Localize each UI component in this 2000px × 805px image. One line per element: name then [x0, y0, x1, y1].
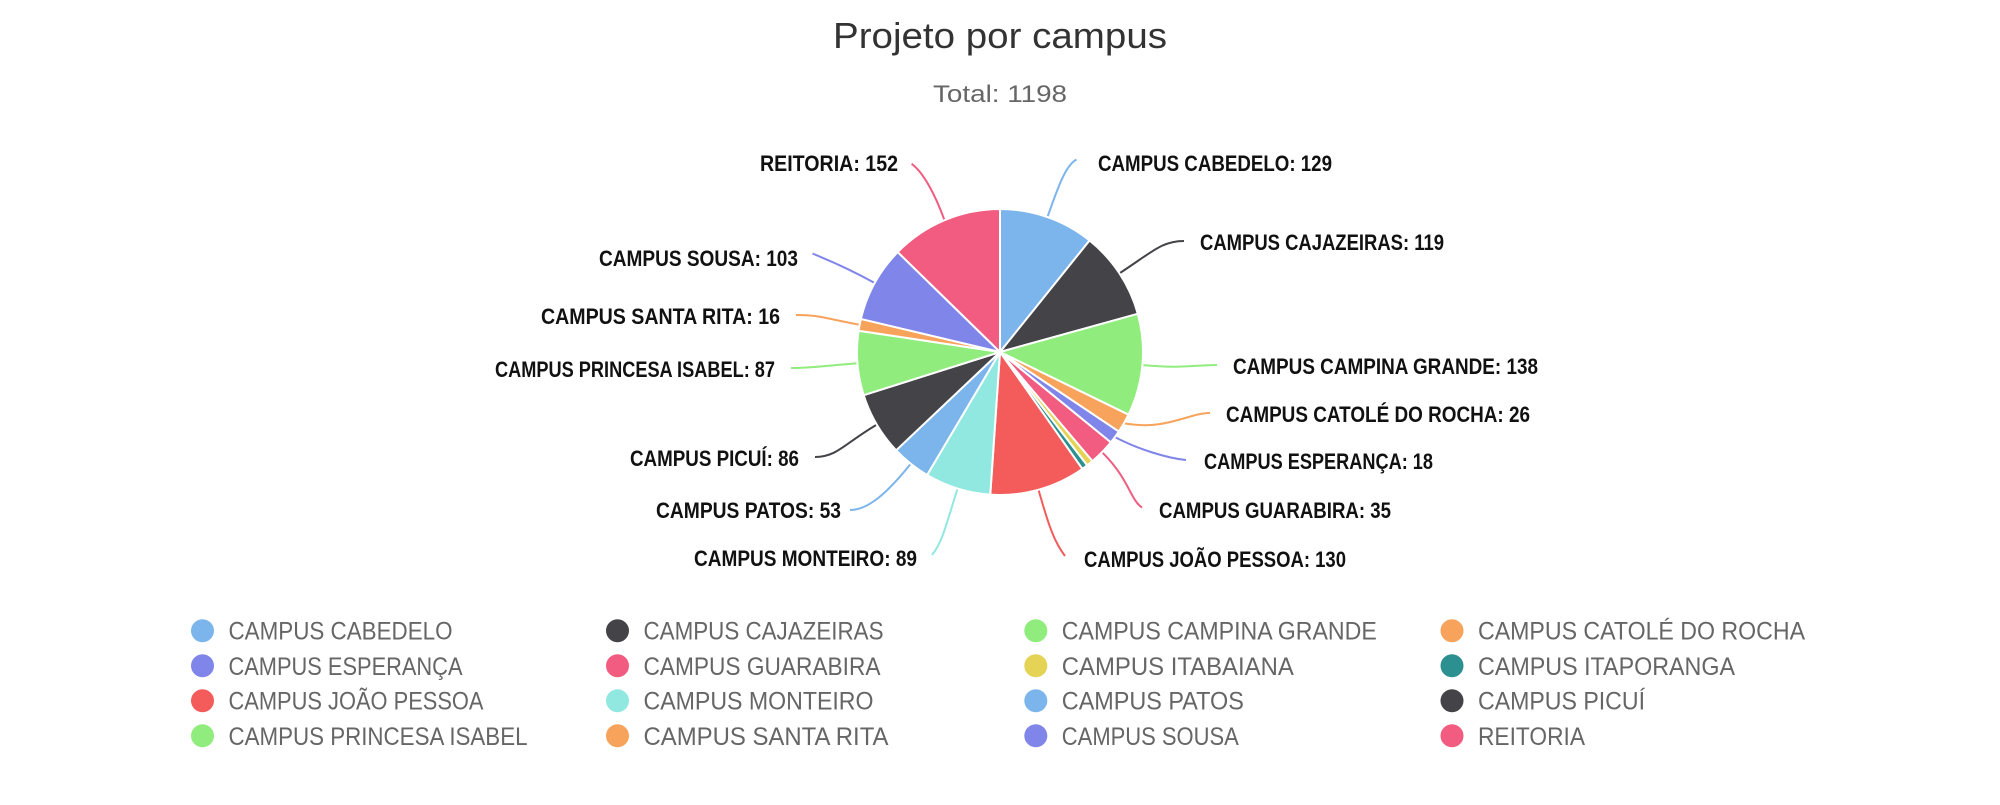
- svg-text:CAMPUS SOUSA: CAMPUS SOUSA: [1062, 723, 1239, 751]
- svg-text:Projeto por campus: Projeto por campus: [833, 15, 1167, 56]
- svg-text:CAMPUS PRINCESA ISABEL: CAMPUS PRINCESA ISABEL: [229, 723, 528, 751]
- svg-text:CAMPUS CABEDELO: 129: CAMPUS CABEDELO: 129: [1098, 151, 1332, 176]
- svg-text:CAMPUS CATOLÉ DO ROCHA: 26: CAMPUS CATOLÉ DO ROCHA: 26: [1226, 402, 1530, 427]
- svg-text:REITORIA: REITORIA: [1478, 723, 1585, 751]
- svg-text:CAMPUS ESPERANÇA: 18: CAMPUS ESPERANÇA: 18: [1204, 449, 1433, 474]
- svg-text:CAMPUS CABEDELO: CAMPUS CABEDELO: [229, 618, 453, 646]
- svg-text:CAMPUS MONTEIRO: 89: CAMPUS MONTEIRO: 89: [694, 546, 917, 571]
- svg-text:CAMPUS SANTA RITA: CAMPUS SANTA RITA: [644, 723, 889, 751]
- svg-text:CAMPUS CAJAZEIRAS: CAMPUS CAJAZEIRAS: [644, 618, 884, 646]
- svg-text:CAMPUS JOÃO PESSOA: 130: CAMPUS JOÃO PESSOA: 130: [1084, 547, 1346, 572]
- svg-text:CAMPUS CAJAZEIRAS: 119: CAMPUS CAJAZEIRAS: 119: [1200, 230, 1444, 255]
- svg-text:CAMPUS SANTA RITA: 16: CAMPUS SANTA RITA: 16: [541, 304, 780, 329]
- svg-text:CAMPUS ESPERANÇA: CAMPUS ESPERANÇA: [229, 653, 463, 681]
- svg-text:CAMPUS GUARABIRA: 35: CAMPUS GUARABIRA: 35: [1159, 498, 1391, 523]
- svg-text:CAMPUS PICUÍ: 86: CAMPUS PICUÍ: 86: [630, 446, 799, 471]
- svg-text:CAMPUS PATOS: 53: CAMPUS PATOS: 53: [656, 498, 841, 523]
- svg-text:CAMPUS ITAPORANGA: CAMPUS ITAPORANGA: [1478, 653, 1735, 681]
- svg-text:CAMPUS GUARABIRA: CAMPUS GUARABIRA: [644, 653, 881, 681]
- svg-text:CAMPUS PATOS: CAMPUS PATOS: [1062, 688, 1244, 716]
- svg-text:CAMPUS CATOLÉ DO ROCHA: CAMPUS CATOLÉ DO ROCHA: [1478, 617, 1805, 646]
- svg-text:CAMPUS MONTEIRO: CAMPUS MONTEIRO: [644, 688, 874, 716]
- svg-text:CAMPUS CAMPINA GRANDE: 138: CAMPUS CAMPINA GRANDE: 138: [1233, 354, 1538, 379]
- svg-text:CAMPUS ITABAIANA: CAMPUS ITABAIANA: [1062, 653, 1294, 681]
- svg-text:CAMPUS PRINCESA ISABEL: 87: CAMPUS PRINCESA ISABEL: 87: [495, 357, 775, 382]
- svg-text:CAMPUS JOÃO PESSOA: CAMPUS JOÃO PESSOA: [229, 687, 484, 716]
- svg-text:Total: 1198: Total: 1198: [933, 81, 1067, 108]
- svg-text:CAMPUS PICUÍ: CAMPUS PICUÍ: [1478, 687, 1645, 716]
- svg-text:CAMPUS SOUSA: 103: CAMPUS SOUSA: 103: [599, 246, 798, 271]
- svg-text:CAMPUS CAMPINA GRANDE: CAMPUS CAMPINA GRANDE: [1062, 618, 1377, 646]
- svg-text:REITORIA: 152: REITORIA: 152: [760, 151, 898, 176]
